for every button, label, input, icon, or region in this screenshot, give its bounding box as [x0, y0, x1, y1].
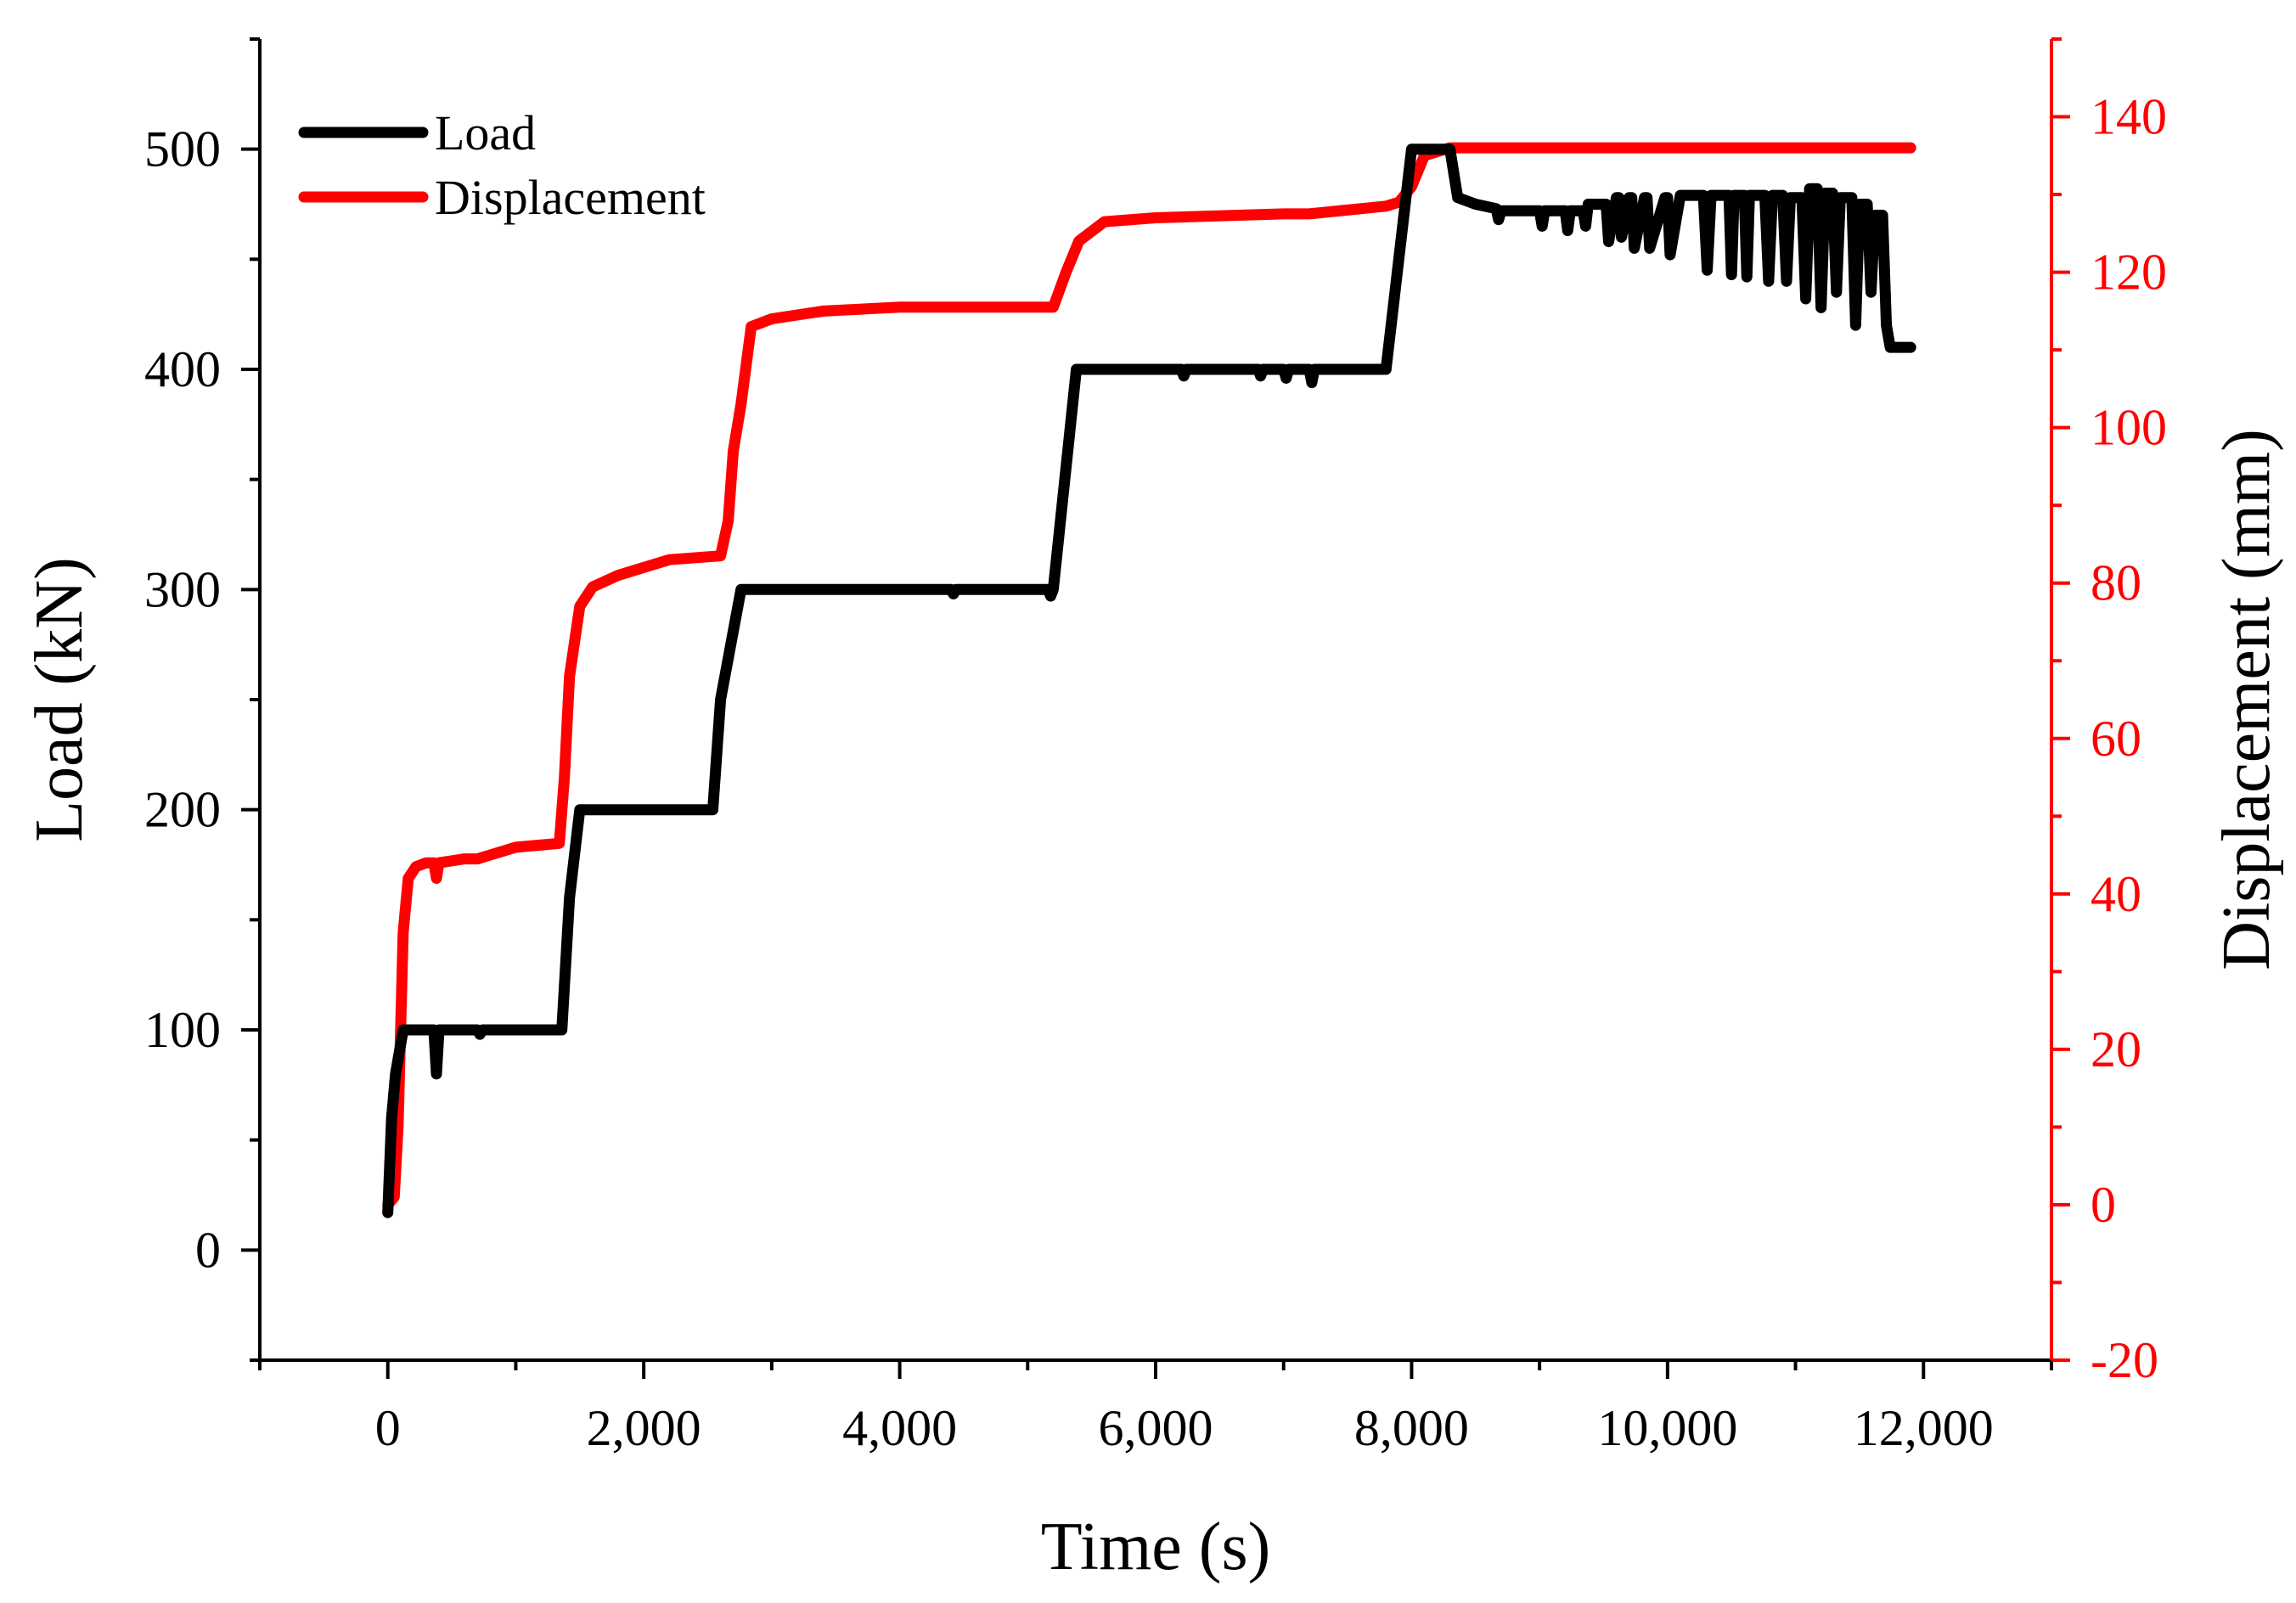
y2-tick-label: 140: [2091, 89, 2167, 145]
y2-tick-label: 0: [2091, 1177, 2116, 1233]
y2-tick-label: -20: [2091, 1332, 2158, 1388]
legend-label-load: Load: [435, 105, 536, 160]
legend: Load Displacement: [298, 105, 706, 225]
y-tick-label: 400: [144, 341, 221, 397]
y2-tick-label: 20: [2091, 1021, 2141, 1077]
labels-layer: 0 2,000 4,000 6,000 8,000 10,000 12,0000100200…: [22, 89, 2284, 1584]
legend-label-displacement: Displacement: [435, 170, 706, 225]
y2-tick-label: 100: [2091, 400, 2167, 456]
x-tick-label: 8,000: [1354, 1400, 1469, 1456]
y2-tick-label: 60: [2091, 711, 2141, 767]
y-tick-label: 200: [144, 782, 221, 838]
y-tick-label: 0: [195, 1222, 221, 1278]
y-tick-label: 500: [144, 121, 221, 177]
x-tick-label: 2,000: [587, 1400, 701, 1456]
series-line-displacement: [382, 142, 1916, 1211]
x-tick-label: 12,000: [1854, 1400, 1994, 1456]
x-tick-label: 4,000: [842, 1400, 957, 1456]
series-layer: [382, 142, 1916, 1218]
y-tick-label: 300: [144, 561, 221, 617]
y-tick-label: 100: [144, 1002, 221, 1058]
y2-tick-label: 120: [2091, 245, 2167, 301]
series-line-load: [382, 143, 1916, 1218]
x-tick-label: 0: [375, 1400, 401, 1456]
y2-tick-label: 80: [2091, 555, 2141, 611]
y2-axis-title: Displacement (mm): [2209, 429, 2284, 970]
y2-tick-label: 40: [2091, 866, 2141, 922]
y-axis-title: Load (kN): [22, 557, 97, 841]
x-tick-label: 10,000: [1597, 1400, 1737, 1456]
axes-layer: [241, 37, 2070, 1379]
x-axis-title: Time (s): [1041, 1510, 1270, 1584]
x-tick-label: 6,000: [1099, 1400, 1213, 1456]
